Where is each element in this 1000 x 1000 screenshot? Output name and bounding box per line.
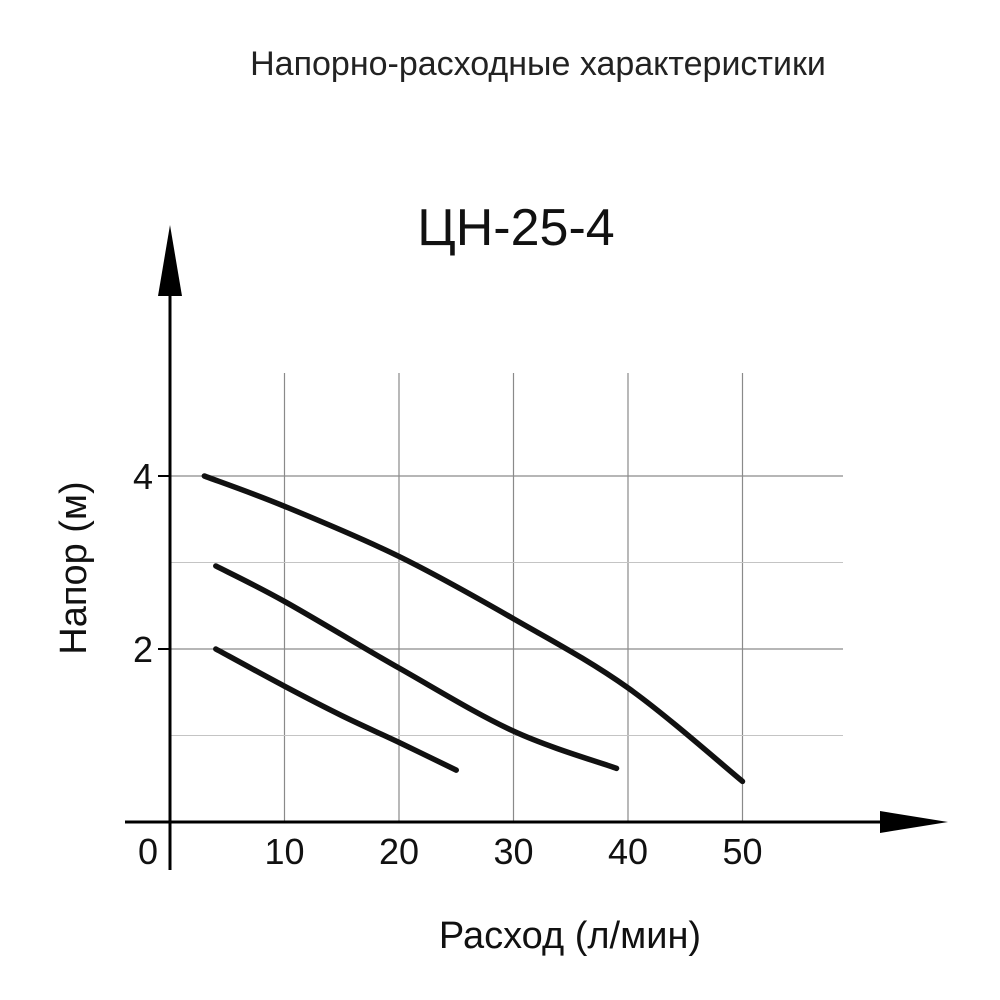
grid bbox=[170, 373, 843, 822]
curve-3 bbox=[201, 473, 746, 785]
curve-1 bbox=[213, 646, 459, 773]
axes bbox=[125, 225, 948, 870]
y-tick-label: 4 bbox=[133, 456, 153, 497]
y-tick-label: 2 bbox=[133, 629, 153, 670]
origin-label: 0 bbox=[138, 831, 158, 872]
x-axis-arrow bbox=[880, 811, 948, 833]
x-tick-label: 20 bbox=[379, 831, 419, 872]
x-axis-label: Расход (л/мин) bbox=[439, 915, 701, 957]
page-heading: Напорно-расходные характеристики bbox=[250, 45, 826, 83]
y-axis-arrow bbox=[158, 225, 182, 296]
x-tick-label: 50 bbox=[722, 831, 762, 872]
x-tick-label: 10 bbox=[264, 831, 304, 872]
x-tick-label: 40 bbox=[608, 831, 648, 872]
curve-2 bbox=[213, 563, 620, 772]
tick-labels: 10 20 30 40 50 0 2 4 bbox=[133, 456, 763, 872]
y-axis-label: Напор (м) bbox=[53, 481, 95, 654]
chart-title: ЦН-25-4 bbox=[417, 199, 614, 257]
curves bbox=[201, 473, 746, 785]
x-tick-label: 30 bbox=[493, 831, 533, 872]
